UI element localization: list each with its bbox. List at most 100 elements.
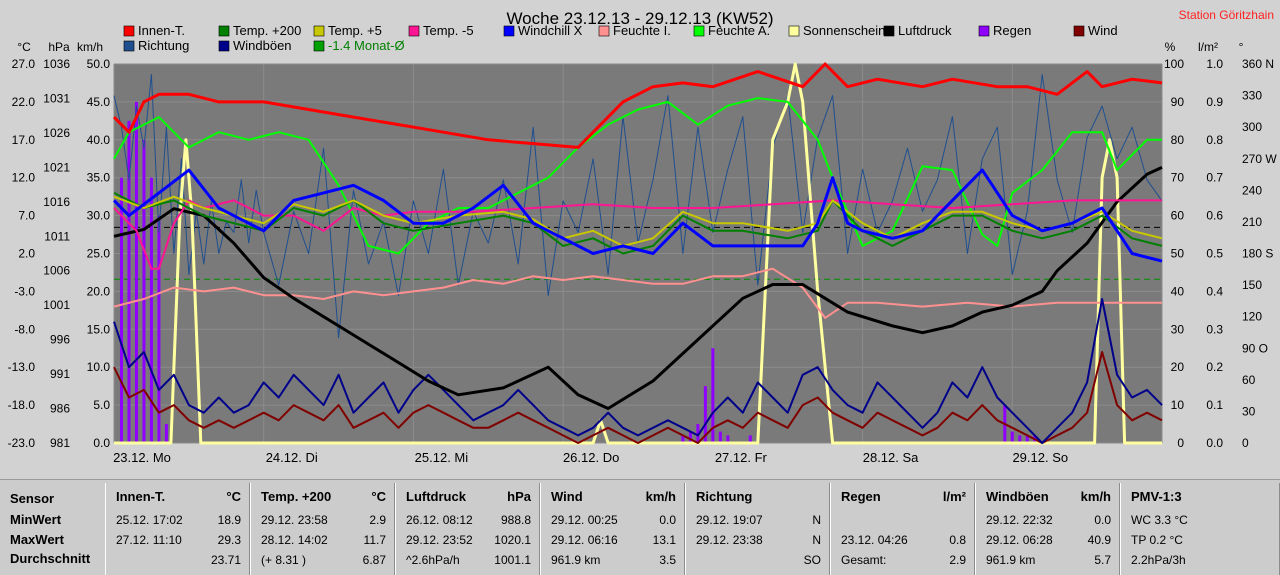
tick-temp: 27.0	[12, 57, 36, 71]
tick-speed: 20.0	[87, 284, 111, 298]
tick-direction: 150	[1242, 278, 1262, 292]
tick-temp: -18.0	[8, 398, 36, 412]
tick-rain: 0.0	[1206, 436, 1223, 450]
stat-cell-value: 18.9	[217, 513, 241, 527]
legend-swatch	[218, 40, 230, 52]
legend-label: Wind	[1088, 23, 1118, 38]
stat-panel-title: Wind	[551, 489, 583, 504]
rain-bar	[127, 120, 131, 443]
tick-speed: 15.0	[87, 322, 111, 336]
tick-pressure: 1036	[43, 57, 70, 71]
rain-bar	[681, 435, 685, 443]
legend-label: Temp. -5	[423, 23, 474, 38]
tick-humidity: 50	[1171, 247, 1185, 261]
rain-bar	[718, 431, 722, 443]
tick-rain: 0.1	[1206, 398, 1223, 412]
tick-speed: 30.0	[87, 209, 111, 223]
rain-bar	[157, 215, 161, 443]
stat-cell-label: 29.12. 06:28	[986, 533, 1053, 547]
series-line-wind	[113, 351, 1163, 444]
stat-cell-value: 0.0	[659, 513, 676, 527]
stat-cell-label: 29.12. 00:25	[551, 513, 618, 527]
tick-temp: 17.0	[12, 133, 36, 147]
stat-panel-title: PMV-1:3	[1131, 489, 1182, 504]
legend-swatch	[788, 25, 800, 37]
tick-direction: 330	[1242, 89, 1262, 103]
station-label: Station Göritzhain	[1179, 8, 1274, 22]
stat-panel: Windböen km/h 29.12. 22:32 0.0 29.12. 06:28 4…	[975, 483, 1120, 575]
tick-pressure: 981	[50, 436, 70, 450]
tick-temp: -23.0	[8, 436, 36, 450]
series-line-innen-t-	[112, 62, 1163, 149]
legend-swatch	[313, 40, 325, 52]
tick-rain: 0.7	[1206, 171, 1223, 185]
x-label: 25.12. Mi	[415, 450, 469, 465]
tick-direction: 240	[1242, 183, 1262, 197]
stat-cell-value: SO	[803, 553, 821, 567]
axis-unit-pressure: hPa	[48, 40, 70, 54]
tick-direction: 60	[1242, 373, 1256, 387]
tick-pressure: 1011	[44, 229, 70, 243]
tick-direction: 0	[1242, 436, 1249, 450]
rain-bar	[726, 435, 730, 443]
rain-bar	[1025, 435, 1029, 443]
stat-panel-unit: km/h	[1080, 489, 1111, 504]
stat-panel-title: Windböen	[986, 489, 1049, 504]
stat-panel-title: Temp. +200	[261, 489, 332, 504]
stat-cell-label: 26.12. 08:12	[406, 513, 473, 527]
tick-direction: 300	[1242, 120, 1262, 134]
stat-cell-label: WC 3.3 °C	[1131, 513, 1188, 527]
stat-cell-value: 29.3	[217, 533, 241, 547]
tick-pressure: 986	[50, 402, 70, 416]
stat-cell-value: 2.9	[949, 553, 966, 567]
weather-chart: Woche 23.12.13 - 29.12.13 (KW52) Station…	[7, 8, 1278, 465]
tick-pressure: 991	[50, 367, 70, 381]
legend-swatch	[883, 25, 895, 37]
x-label: 27.12. Fr	[715, 450, 768, 465]
legend-label: Windchill X	[518, 23, 583, 38]
legend-swatch	[503, 25, 515, 37]
stat-cell-label: 961.9 km	[986, 553, 1036, 567]
row-label-max: MaxWert	[10, 532, 64, 547]
x-label: 28.12. Sa	[863, 450, 919, 465]
stat-panel-title: Richtung	[696, 489, 753, 504]
tick-pressure: 1001	[43, 298, 70, 312]
legend-label: Richtung	[138, 38, 189, 53]
stat-cell-label: 23.12. 04:26	[841, 533, 908, 547]
stat-panel-title: Innen-T.	[116, 489, 166, 504]
rain-bar	[696, 424, 700, 443]
rain-bar	[164, 424, 168, 443]
tick-speed: 10.0	[87, 360, 111, 374]
axis-unit-humidity: %	[1165, 40, 1176, 54]
stat-cell-value: 6.87	[362, 553, 386, 567]
tick-rain: 0.6	[1206, 209, 1223, 223]
chart-title: Woche 23.12.13 - 29.12.13 (KW52)	[506, 9, 773, 28]
tick-rain: 0.2	[1206, 360, 1223, 374]
tick-direction: 90 O	[1242, 341, 1268, 355]
row-label-sensor: Sensor	[10, 491, 55, 506]
row-label-min: MinWert	[10, 512, 62, 527]
stat-cell-value: 11.7	[363, 533, 386, 547]
legend-swatch	[313, 25, 325, 37]
x-label: 24.12. Di	[266, 450, 318, 465]
stat-cell-value: N	[812, 533, 821, 547]
legend-label: Temp. +5	[328, 23, 382, 38]
stat-cell-value: 1001.1	[494, 553, 531, 567]
tick-humidity: 10	[1171, 398, 1185, 412]
tick-direction: 360 N	[1242, 57, 1274, 71]
rain-bar	[134, 101, 138, 444]
row-label-avg: Durchschnitt	[10, 551, 91, 566]
stat-cell-label: 29.12. 23:58	[261, 513, 328, 527]
stat-panel-title: Regen	[841, 489, 881, 504]
tick-direction: 30	[1242, 404, 1256, 418]
tick-pressure: 1021	[43, 160, 70, 174]
tick-rain: 0.4	[1206, 284, 1223, 298]
stat-cell-value: 988.8	[500, 513, 531, 527]
stat-cell-label: ^2.6hPa/h	[406, 553, 460, 567]
x-label: 29.12. So	[1012, 450, 1068, 465]
stat-cell-value: 5.7	[1094, 553, 1111, 567]
x-label: 23.12. Mo	[113, 450, 171, 465]
stat-panel-unit: °C	[371, 489, 386, 504]
rain-bar	[149, 177, 153, 443]
rain-bar	[142, 139, 146, 444]
